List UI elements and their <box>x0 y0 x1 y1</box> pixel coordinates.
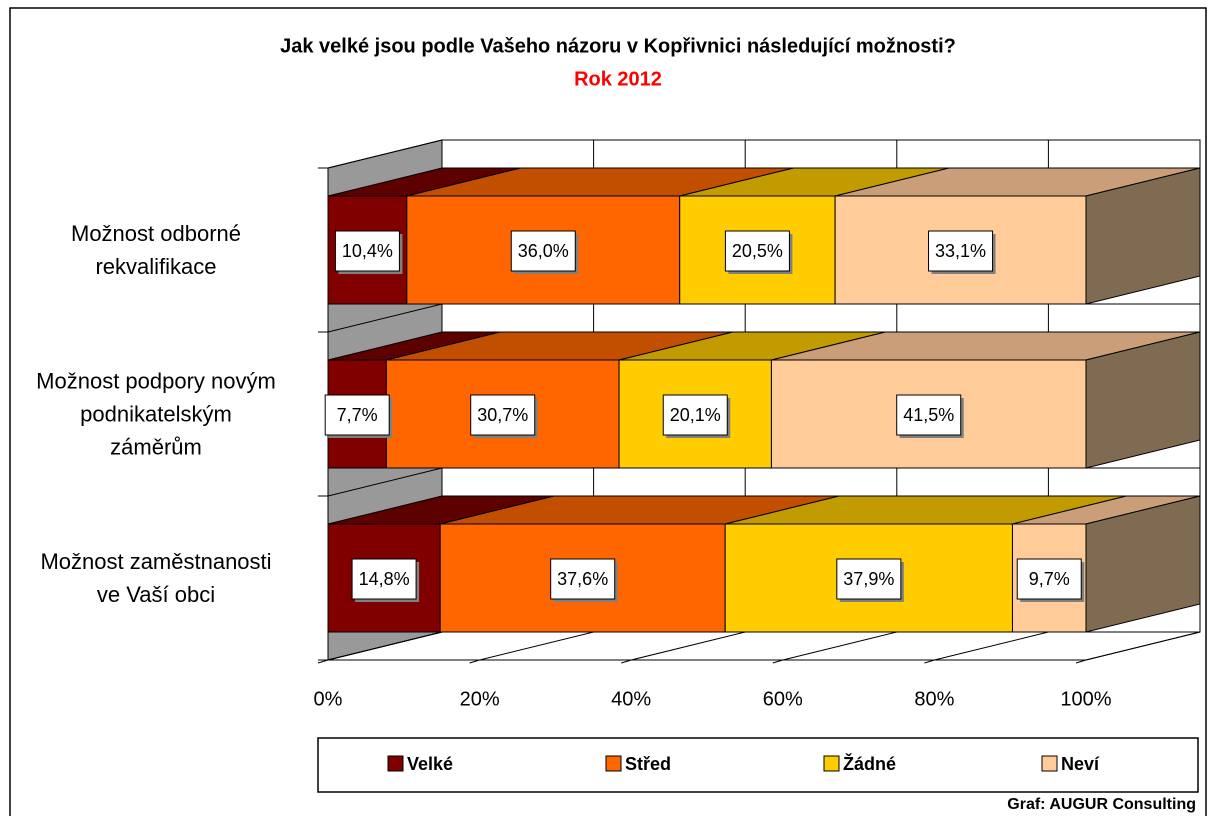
legend-marker <box>605 755 622 772</box>
label-box <box>1016 558 1082 600</box>
x-tick-label: 0% <box>314 688 343 710</box>
category-label: Možnost odborné rekvalifikace <box>71 221 241 279</box>
data-label: 20,1% <box>662 394 731 438</box>
data-label-text: 41,5% <box>903 405 954 425</box>
band-line <box>327 467 443 497</box>
category-label: Možnost zaměstnanosti ve Vaší obci <box>40 549 272 607</box>
x-tick-label: 40% <box>611 688 651 710</box>
floor-grid-line <box>934 631 1049 661</box>
data-label: 14,8% <box>351 558 420 602</box>
x-tick <box>1075 659 1087 664</box>
legend-label: Střed <box>625 754 671 774</box>
data-label: 41,5% <box>896 394 964 438</box>
label-box <box>836 558 902 600</box>
data-label: 37,9% <box>836 558 904 602</box>
bar-side <box>1085 331 1201 469</box>
legend-label: Velké <box>407 754 453 774</box>
data-label-text: 20,5% <box>732 241 783 261</box>
label-box <box>896 394 962 436</box>
x-tick-label: 100% <box>1060 688 1111 710</box>
x-tick <box>772 659 783 664</box>
data-label-text: 14,8% <box>359 569 410 589</box>
x-tick <box>317 659 329 664</box>
x-tick-label: 60% <box>763 688 803 710</box>
source: Graf: AUGUR Consulting <box>1007 796 1196 813</box>
label-box <box>324 394 390 436</box>
legend-marker <box>387 755 404 772</box>
band-line <box>327 303 443 333</box>
data-label-text: 10,4% <box>342 241 393 261</box>
legend-marker <box>823 755 840 772</box>
bar-side <box>1085 167 1201 305</box>
data-label: 20,5% <box>724 230 793 274</box>
legend-marker <box>1041 755 1058 772</box>
legend-label: Žádné <box>843 753 896 774</box>
data-label-text: 7,7% <box>337 405 378 425</box>
label-box <box>550 558 616 600</box>
floor <box>327 631 1201 661</box>
data-label-text: 36,0% <box>518 241 569 261</box>
chart-subtitle: Rok 2012 <box>574 68 662 90</box>
data-label: 9,7% <box>1016 558 1085 602</box>
x-tick <box>469 659 480 664</box>
x-tick-label: 80% <box>914 688 954 710</box>
data-label: 7,7% <box>324 394 393 438</box>
data-label-text: 37,6% <box>557 569 608 589</box>
data-label: 37,6% <box>550 558 618 602</box>
legend-label: Neví <box>1061 754 1100 774</box>
data-label: 30,7% <box>470 394 538 438</box>
floor-grid-line <box>782 631 897 661</box>
label-box <box>334 230 400 272</box>
data-label-text: 20,1% <box>670 405 721 425</box>
data-label-text: 33,1% <box>935 241 986 261</box>
x-tick <box>621 659 632 664</box>
label-box <box>724 230 790 272</box>
floor-grid-line <box>1085 631 1201 661</box>
label-box <box>351 558 417 600</box>
x-tick-label: 20% <box>460 688 500 710</box>
chart-title: Jak velké jsou podle Vašeho názoru v Kop… <box>280 35 956 57</box>
label-box <box>470 394 536 436</box>
band-line <box>327 139 443 169</box>
label-box <box>928 230 994 272</box>
category-label: Možnost podpory novým podnikatelským zám… <box>36 368 276 460</box>
label-box <box>510 230 576 272</box>
floor-grid-line <box>631 631 746 661</box>
data-label: 33,1% <box>928 230 996 274</box>
x-tick <box>924 659 935 664</box>
floor-grid-line <box>479 631 594 661</box>
floor-grid-line <box>327 631 443 661</box>
data-label: 10,4% <box>334 230 403 274</box>
data-label-text: 9,7% <box>1029 569 1070 589</box>
data-label: 36,0% <box>510 230 579 274</box>
bar-side <box>1085 495 1201 633</box>
label-box <box>662 394 728 436</box>
data-label-text: 30,7% <box>477 405 528 425</box>
data-label-text: 37,9% <box>843 569 894 589</box>
